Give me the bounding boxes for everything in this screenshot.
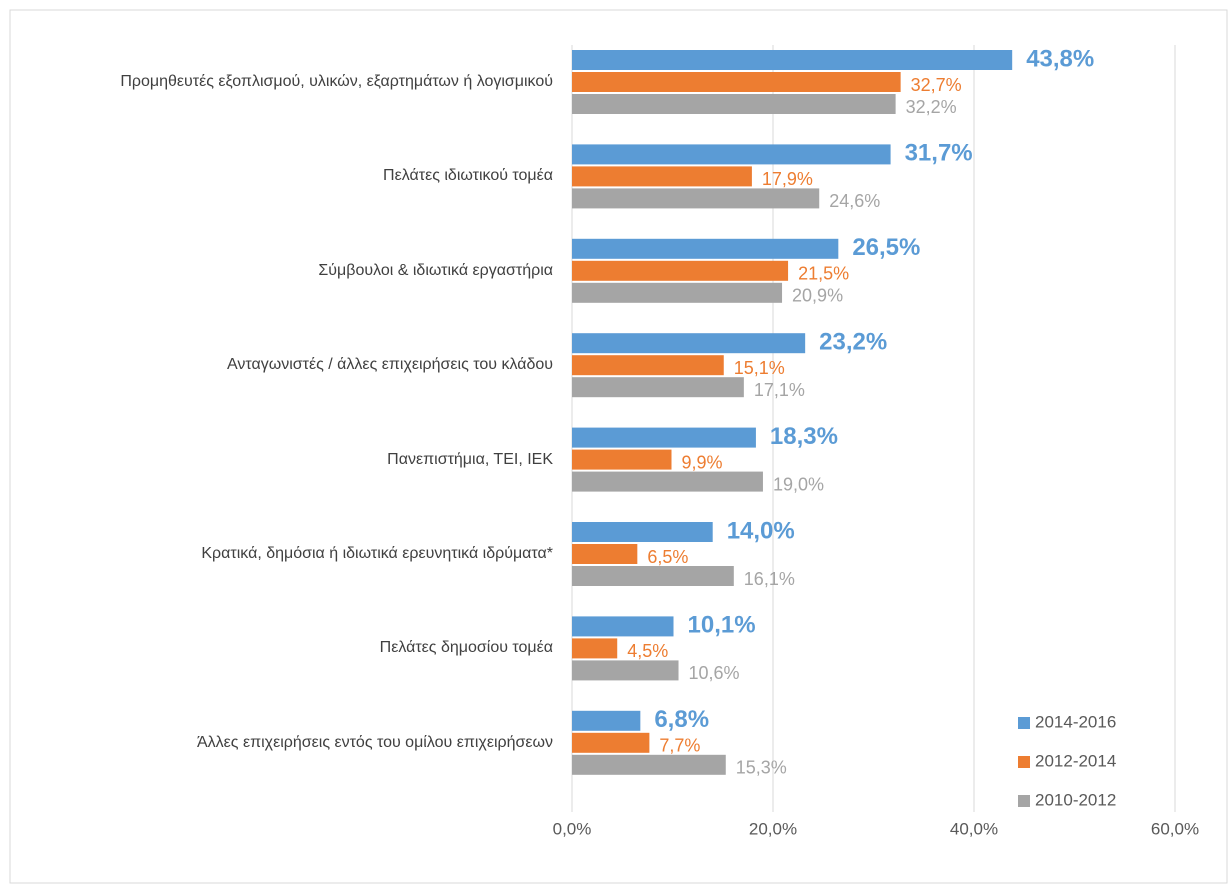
legend-label: 2012-2014 <box>1035 751 1116 770</box>
x-tick-label: 40,0% <box>950 819 998 838</box>
legend-swatch <box>1018 795 1030 807</box>
value-label: 15,3% <box>736 758 787 778</box>
value-label: 20,9% <box>792 286 843 306</box>
value-label: 26,5% <box>852 234 920 261</box>
value-label: 19,0% <box>773 474 824 494</box>
legend-swatch <box>1018 756 1030 768</box>
chart-border <box>9 9 1228 884</box>
value-label: 4,5% <box>627 641 668 661</box>
bar <box>572 522 713 542</box>
category-label: Πελάτες ιδιωτικού τομέα <box>383 167 553 185</box>
bar <box>572 710 641 731</box>
bar <box>572 471 763 492</box>
value-label: 32,2% <box>906 97 957 117</box>
value-label: 9,9% <box>681 452 722 472</box>
value-label: 31,7% <box>905 140 973 167</box>
bar <box>572 72 901 92</box>
bar <box>572 544 638 564</box>
x-tick-label: 0,0% <box>553 819 592 838</box>
value-label: 32,7% <box>911 75 962 95</box>
bar <box>572 333 806 354</box>
bar <box>572 50 1013 70</box>
value-label: 15,1% <box>734 358 785 378</box>
value-label: 17,1% <box>754 380 805 400</box>
value-label: 10,1% <box>688 612 756 639</box>
category-label: Σύμβουλοι & ιδιωτικά εργαστήρια <box>318 261 553 279</box>
bar <box>572 638 618 659</box>
value-label: 43,8% <box>1026 45 1094 72</box>
x-tick-label: 60,0% <box>1151 819 1199 838</box>
category-label: Κρατικά, δημόσια ή ιδιωτικά ερευνητικά ι… <box>201 545 553 562</box>
category-label: Ανταγωνιστές / άλλες επιχειρήσεις του κλ… <box>227 356 553 374</box>
legend-label: 2010-2012 <box>1035 790 1116 809</box>
bar <box>572 355 724 376</box>
bar <box>572 449 672 470</box>
bar <box>572 377 744 398</box>
bar <box>572 427 756 448</box>
value-label: 14,0% <box>727 517 795 544</box>
legend-label: 2014-2016 <box>1035 712 1116 731</box>
value-label: 23,2% <box>819 329 887 356</box>
bar <box>572 238 839 259</box>
bar <box>572 732 650 753</box>
bar <box>572 260 789 281</box>
category-label: Πελάτες δημοσίου τομέα <box>379 639 553 657</box>
x-tick-label: 20,0% <box>749 819 797 838</box>
value-label: 21,5% <box>798 264 849 284</box>
bar <box>572 166 752 187</box>
value-label: 17,9% <box>762 169 813 189</box>
value-label: 6,5% <box>647 547 688 567</box>
category-label: Άλλες επιχειρήσεις εντός του ομίλου επιχ… <box>196 733 553 751</box>
value-label: 7,7% <box>659 736 700 756</box>
category-label: Προμηθευτές εξοπλισμού, υλικών, εξαρτημά… <box>120 73 553 90</box>
bar <box>572 94 896 114</box>
bar <box>572 660 679 681</box>
bar <box>572 754 726 775</box>
bar <box>572 566 734 586</box>
bar <box>572 282 783 303</box>
bar <box>572 144 891 165</box>
category-label: Πανεπιστήμια, ΤΕΙ, ΙΕΚ <box>387 450 553 468</box>
value-label: 18,3% <box>770 423 838 450</box>
value-label: 16,1% <box>744 569 795 589</box>
bar <box>572 616 674 637</box>
value-label: 10,6% <box>689 663 740 683</box>
legend-swatch <box>1018 717 1030 729</box>
value-label: 24,6% <box>829 191 880 211</box>
value-label: 6,8% <box>654 706 709 733</box>
bar <box>572 188 820 209</box>
